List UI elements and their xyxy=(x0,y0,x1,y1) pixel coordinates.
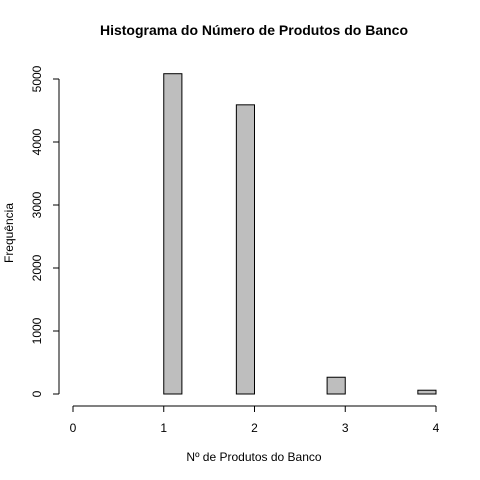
x-tick-label: 1 xyxy=(160,421,167,435)
y-axis-label: Frequência xyxy=(2,203,16,263)
y-tick-label: 2000 xyxy=(30,254,44,281)
chart-title: Histograma do Número de Produtos do Banc… xyxy=(100,22,408,38)
y-tick-label: 5000 xyxy=(30,65,44,92)
x-tick-label: 3 xyxy=(342,421,349,435)
histogram-bar xyxy=(327,377,345,394)
y-tick-label: 3000 xyxy=(30,191,44,218)
histogram-bar xyxy=(164,74,182,394)
x-tick-label: 4 xyxy=(433,421,440,435)
x-tick-label: 0 xyxy=(70,421,77,435)
x-tick-label: 2 xyxy=(251,421,258,435)
y-tick-label: 0 xyxy=(30,390,44,397)
y-tick-label: 1000 xyxy=(30,317,44,344)
y-tick-label: 4000 xyxy=(30,128,44,155)
bars-group xyxy=(164,74,436,394)
x-axis-label: Nº de Produtos do Banco xyxy=(186,450,321,464)
histogram-bar xyxy=(418,390,436,394)
histogram-bar xyxy=(236,105,254,394)
x-axis: 0 1 2 3 4 xyxy=(70,406,440,435)
y-axis: 0 1000 2000 3000 4000 5000 xyxy=(30,65,59,397)
